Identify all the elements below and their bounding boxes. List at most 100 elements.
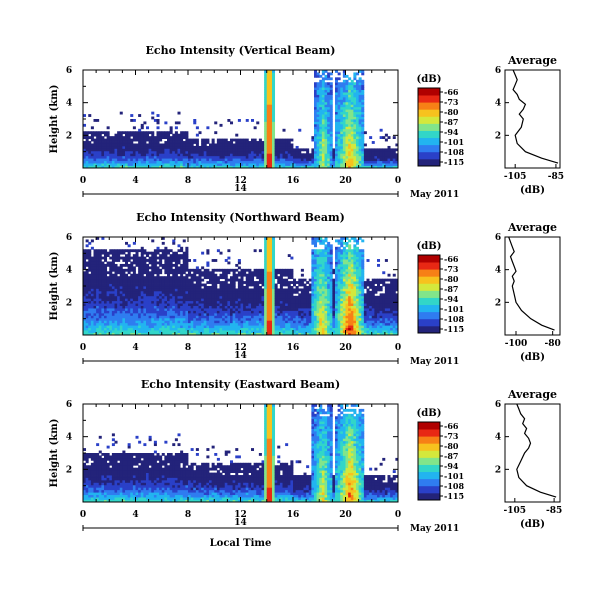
heatmap-cell	[269, 121, 273, 125]
heatmap-cell	[321, 283, 325, 287]
heatmap-cell	[209, 295, 213, 299]
heatmap-cell	[85, 276, 89, 280]
heatmap-cell	[342, 128, 346, 132]
heatmap-cell	[201, 148, 205, 152]
heatmap-cell	[382, 163, 386, 166]
heatmap-cell	[203, 295, 207, 299]
heatmap-cell	[232, 308, 236, 311]
heatmap-cell	[198, 276, 202, 280]
heatmap-cell	[180, 305, 184, 309]
heatmap-cell	[106, 308, 110, 311]
heatmap-cell	[298, 322, 302, 326]
heatmap-cell	[138, 330, 142, 333]
heatmap-cell	[203, 143, 207, 147]
heatmap-cell	[253, 303, 257, 306]
heatmap-cell	[350, 160, 354, 164]
heatmap-cell	[88, 322, 92, 326]
heatmap-cell	[324, 84, 328, 88]
heatmap-cell	[172, 293, 176, 297]
heatmap-cell	[206, 276, 210, 280]
heatmap-cell	[130, 312, 134, 316]
heatmap-cell	[151, 111, 155, 115]
heatmap-cell	[85, 317, 89, 321]
heatmap-cell	[201, 158, 205, 162]
heatmap-cell	[206, 148, 210, 152]
heatmap-cell	[88, 320, 92, 324]
heatmap-cell	[308, 153, 312, 157]
colorbar-tick-label: -73	[444, 97, 459, 107]
heatmap-cell	[266, 268, 270, 272]
heatmap-cell	[327, 99, 331, 103]
heatmap-cell	[130, 131, 134, 135]
heatmap-cell	[371, 160, 375, 164]
heatmap-cell	[177, 249, 181, 253]
heatmap-cell	[190, 278, 194, 282]
heatmap-cell	[203, 145, 207, 149]
heatmap-cell	[324, 293, 328, 297]
heatmap-cell	[222, 148, 226, 152]
heatmap-cell	[366, 158, 370, 162]
heatmap-cell	[206, 263, 210, 267]
heatmap-cell	[164, 325, 168, 329]
heatmap-cell	[195, 165, 199, 168]
heatmap-cell	[90, 276, 94, 280]
heatmap-cell	[243, 273, 247, 277]
heatmap-cell	[237, 141, 241, 144]
heatmap-cell	[159, 293, 163, 297]
heatmap-cell	[348, 99, 352, 103]
heatmap-cell	[146, 276, 150, 280]
heatmap-cell	[188, 300, 192, 304]
heatmap-cell	[321, 126, 325, 130]
heatmap-cell	[227, 298, 231, 302]
heatmap-cell	[287, 312, 291, 316]
heatmap-cell	[201, 317, 205, 321]
heatmap-cell	[295, 322, 299, 326]
heatmap-cell	[114, 138, 118, 142]
heatmap-cell	[269, 104, 273, 108]
heatmap-cell	[261, 325, 265, 329]
heatmap-cell	[117, 141, 121, 144]
heatmap-cell	[269, 136, 273, 139]
heatmap-cell	[264, 322, 268, 326]
heatmap-cell	[93, 160, 97, 164]
heatmap-cell	[90, 271, 94, 275]
heatmap-cell	[151, 131, 155, 135]
heatmap-cell	[140, 273, 144, 277]
heatmap-cell	[314, 239, 318, 243]
heatmap-cell	[164, 332, 168, 335]
heatmap-cell	[264, 273, 268, 277]
heatmap-cell	[321, 268, 325, 272]
heatmap-cell	[324, 145, 328, 149]
heatmap-cell	[272, 165, 276, 168]
heatmap-cell	[216, 327, 220, 331]
heatmap-cell	[177, 281, 181, 284]
heatmap-cell	[224, 305, 228, 309]
heatmap-cell	[379, 155, 383, 159]
heatmap-cell	[321, 288, 325, 292]
heatmap-cell	[167, 312, 171, 316]
heatmap-cell	[125, 155, 129, 159]
heatmap-cell	[237, 327, 241, 331]
heatmap-cell	[106, 133, 110, 137]
heatmap-cell	[101, 148, 105, 152]
heatmap-cell	[206, 150, 210, 154]
heatmap-cell	[392, 150, 396, 154]
heatmap-cell	[195, 126, 199, 130]
heatmap-cell	[193, 273, 197, 277]
heatmap-cell	[230, 143, 234, 147]
heatmap-cell	[214, 145, 218, 149]
heatmap-cell	[329, 143, 333, 147]
heatmap-cell	[350, 84, 354, 88]
heatmap-cell	[135, 150, 139, 154]
heatmap-cell	[104, 254, 108, 257]
heatmap-cell	[350, 99, 354, 103]
heatmap-cell	[237, 293, 241, 297]
heatmap-cell	[214, 276, 218, 280]
heatmap-cell	[143, 145, 147, 149]
heatmap-cell	[211, 163, 215, 166]
heatmap-cell	[143, 143, 147, 147]
heatmap-cell	[358, 101, 362, 105]
heatmap-cell	[361, 131, 365, 135]
heatmap-cell	[132, 308, 136, 311]
heatmap-cell	[240, 150, 244, 154]
